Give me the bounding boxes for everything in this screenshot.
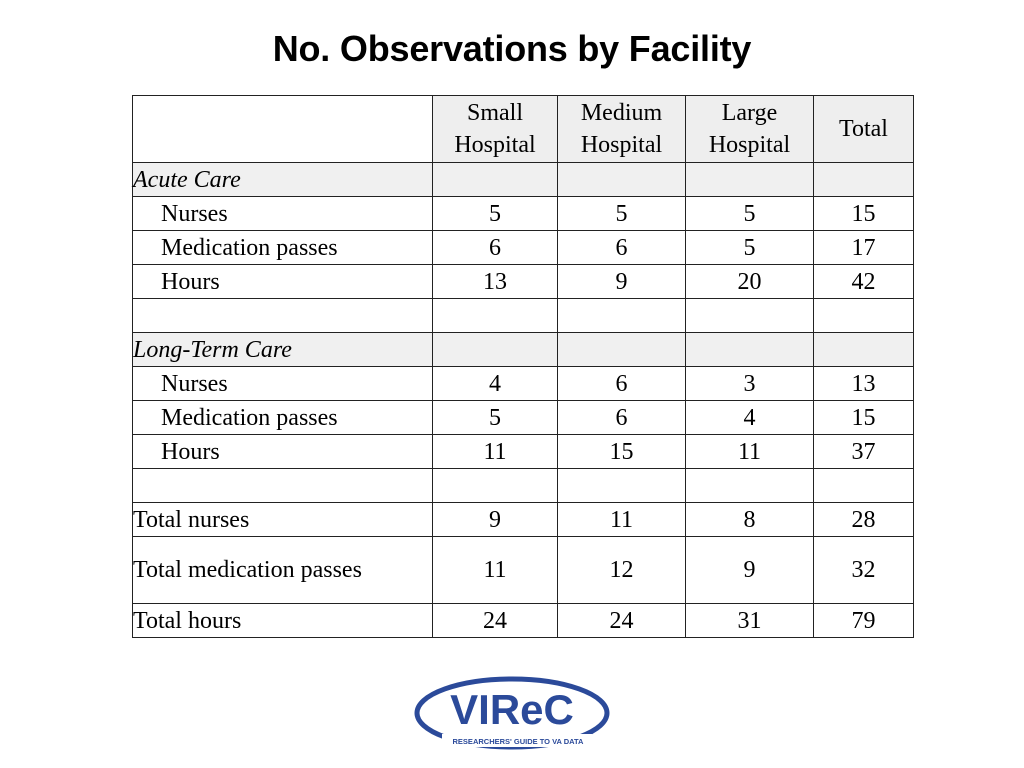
header-small-line2: Hospital	[454, 132, 536, 158]
table-row: Hours 13 9 20 42	[132, 264, 914, 299]
logo-wordmark: VIReC	[450, 686, 574, 733]
spacer-row	[132, 298, 914, 333]
row-label: Hours	[132, 264, 433, 299]
table-row: Nurses 4 6 3 13	[132, 366, 914, 401]
header-medium-line2: Hospital	[580, 132, 663, 158]
cell-value: 13	[432, 264, 558, 299]
row-label: Long-Term Care	[132, 332, 433, 367]
cell-value	[432, 162, 558, 197]
cell-value	[813, 298, 914, 333]
header-cell-total: Total	[813, 95, 914, 163]
row-label	[132, 298, 433, 333]
header-medium-line1: Medium	[580, 100, 663, 126]
cell-value	[557, 332, 686, 367]
cell-value: 42	[813, 264, 914, 299]
logo-tagline: RESEARCHERS' GUIDE TO VA DATA	[453, 737, 585, 746]
section-row: Acute Care	[132, 162, 914, 197]
header-cell-small-hospital: Small Hospital	[432, 95, 558, 163]
cell-value	[813, 332, 914, 367]
header-cell-large-hospital: Large Hospital	[685, 95, 814, 163]
cell-value: 9	[685, 536, 814, 604]
cell-value: 11	[432, 536, 558, 604]
table-header-row: Small Hospital Medium Hospital Large Hos…	[132, 95, 914, 163]
cell-value: 31	[685, 603, 814, 638]
cell-value: 24	[432, 603, 558, 638]
cell-value: 12	[557, 536, 686, 604]
row-label: Nurses	[132, 366, 433, 401]
row-label: Medication passes	[132, 400, 433, 435]
row-label	[132, 468, 433, 503]
cell-value: 37	[813, 434, 914, 469]
cell-value: 4	[432, 366, 558, 401]
cell-value: 13	[813, 366, 914, 401]
table-body: Acute Care Nurses 5 5 5 15 Medication passes 6 6…	[132, 162, 914, 638]
row-label: Nurses	[132, 196, 433, 231]
table-row: Medication passes 6 6 5 17	[132, 230, 914, 265]
observations-table: Small Hospital Medium Hospital Large Hos…	[132, 95, 914, 638]
cell-value: 11	[432, 434, 558, 469]
cell-value	[685, 298, 814, 333]
row-label: Total medication passes	[132, 536, 433, 604]
cell-value: 20	[685, 264, 814, 299]
cell-value: 15	[813, 196, 914, 231]
cell-value: 5	[557, 196, 686, 231]
cell-value	[813, 468, 914, 503]
logo-tagline-bg	[442, 734, 592, 747]
virec-logo: VIReC RESEARCHERS' GUIDE TO VA DATA	[414, 676, 610, 750]
table-row: Hours 11 15 11 37	[132, 434, 914, 469]
cell-value	[432, 298, 558, 333]
row-label: Total nurses	[132, 502, 433, 537]
table-row: Total nurses 9 11 8 28	[132, 502, 914, 537]
header-total-line1: Total	[839, 116, 888, 142]
cell-value	[685, 332, 814, 367]
cell-value	[432, 332, 558, 367]
cell-value: 6	[557, 230, 686, 265]
cell-value	[685, 162, 814, 197]
cell-value: 11	[557, 502, 686, 537]
section-row: Long-Term Care	[132, 332, 914, 367]
cell-value	[685, 468, 814, 503]
cell-value: 11	[685, 434, 814, 469]
cell-value: 5	[685, 230, 814, 265]
cell-value: 5	[685, 196, 814, 231]
cell-value: 28	[813, 502, 914, 537]
table-row: Nurses 5 5 5 15	[132, 196, 914, 231]
row-label: Acute Care	[132, 162, 433, 197]
header-large-line1: Large	[721, 100, 778, 126]
header-cell-empty	[132, 95, 433, 163]
cell-value: 4	[685, 400, 814, 435]
cell-value	[813, 162, 914, 197]
row-label: Medication passes	[132, 230, 433, 265]
spacer-row	[132, 468, 914, 503]
cell-value: 6	[432, 230, 558, 265]
cell-value	[557, 298, 686, 333]
cell-value: 9	[432, 502, 558, 537]
cell-value: 3	[685, 366, 814, 401]
row-label: Hours	[132, 434, 433, 469]
cell-value: 6	[557, 400, 686, 435]
header-cell-medium-hospital: Medium Hospital	[557, 95, 686, 163]
cell-value: 32	[813, 536, 914, 604]
table-row: Total hours 24 24 31 79	[132, 603, 914, 638]
cell-value: 24	[557, 603, 686, 638]
cell-value	[432, 468, 558, 503]
table-row: Medication passes 5 6 4 15	[132, 400, 914, 435]
table-row: Total medication passes 11 12 9 32	[132, 536, 914, 604]
row-label: Total hours	[132, 603, 433, 638]
cell-value: 5	[432, 196, 558, 231]
header-large-line2: Hospital	[708, 132, 791, 158]
cell-value: 15	[557, 434, 686, 469]
cell-value: 79	[813, 603, 914, 638]
cell-value: 15	[813, 400, 914, 435]
cell-value: 6	[557, 366, 686, 401]
cell-value: 5	[432, 400, 558, 435]
header-small-line1: Small	[466, 100, 523, 126]
cell-value	[557, 468, 686, 503]
page-title: No. Observations by Facility	[272, 28, 752, 69]
cell-value: 8	[685, 502, 814, 537]
cell-value: 17	[813, 230, 914, 265]
cell-value: 9	[557, 264, 686, 299]
cell-value	[557, 162, 686, 197]
